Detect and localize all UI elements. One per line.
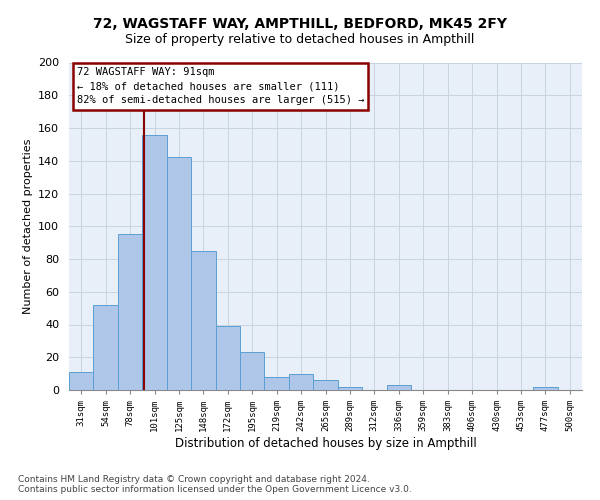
Bar [142, 134, 167, 390]
Bar [94, 305, 118, 390]
Text: Contains public sector information licensed under the Open Government Licence v3: Contains public sector information licen… [18, 485, 412, 494]
Bar [240, 352, 265, 390]
Text: Size of property relative to detached houses in Ampthill: Size of property relative to detached ho… [125, 32, 475, 46]
X-axis label: Distribution of detached houses by size in Ampthill: Distribution of detached houses by size … [175, 437, 476, 450]
Bar [191, 251, 215, 390]
Text: 72 WAGSTAFF WAY: 91sqm
← 18% of detached houses are smaller (111)
82% of semi-de: 72 WAGSTAFF WAY: 91sqm ← 18% of detached… [77, 68, 364, 106]
Bar [386, 385, 411, 390]
Bar [215, 326, 240, 390]
Bar [338, 386, 362, 390]
Bar [69, 372, 94, 390]
Bar [313, 380, 338, 390]
Bar [533, 386, 557, 390]
Text: 72, WAGSTAFF WAY, AMPTHILL, BEDFORD, MK45 2FY: 72, WAGSTAFF WAY, AMPTHILL, BEDFORD, MK4… [93, 18, 507, 32]
Bar [289, 374, 313, 390]
Y-axis label: Number of detached properties: Number of detached properties [23, 138, 32, 314]
Bar [118, 234, 142, 390]
Bar [265, 377, 289, 390]
Bar [167, 158, 191, 390]
Text: Contains HM Land Registry data © Crown copyright and database right 2024.: Contains HM Land Registry data © Crown c… [18, 475, 370, 484]
